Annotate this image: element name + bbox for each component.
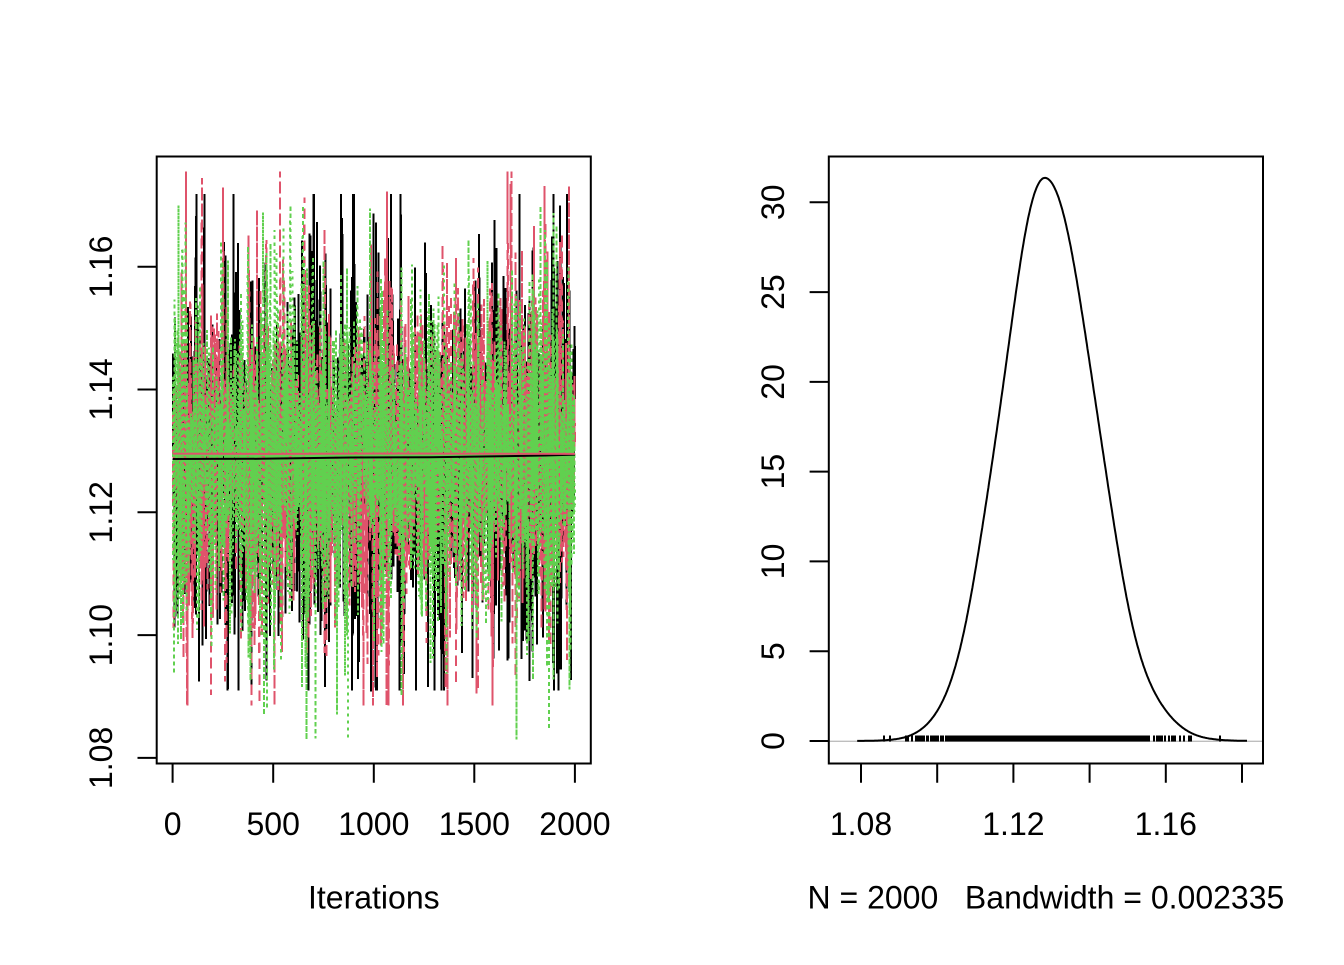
svg-text:1500: 1500 (439, 806, 510, 842)
svg-text:1.12: 1.12 (83, 481, 119, 543)
svg-text:15: 15 (755, 454, 791, 490)
svg-text:25: 25 (755, 274, 791, 310)
svg-text:10: 10 (755, 544, 791, 580)
svg-text:0: 0 (755, 732, 791, 750)
svg-text:20: 20 (755, 364, 791, 400)
svg-text:5: 5 (755, 642, 791, 660)
svg-text:30: 30 (755, 185, 791, 221)
svg-text:1.10: 1.10 (83, 604, 119, 666)
svg-text:1000: 1000 (338, 806, 409, 842)
svg-text:N = 2000 Bandwidth = 0.00233: N = 2000 Bandwidth = 0.002335 (807, 880, 1284, 916)
svg-text:1.08: 1.08 (83, 727, 119, 789)
svg-text:2000: 2000 (539, 806, 610, 842)
svg-text:1.16: 1.16 (83, 236, 119, 298)
svg-text:Iterations: Iterations (308, 880, 440, 916)
svg-text:1.12: 1.12 (982, 806, 1044, 842)
svg-text:1.14: 1.14 (83, 358, 119, 420)
svg-text:500: 500 (247, 806, 300, 842)
svg-text:1.08: 1.08 (830, 806, 892, 842)
svg-text:0: 0 (164, 806, 182, 842)
svg-text:1.16: 1.16 (1135, 806, 1197, 842)
